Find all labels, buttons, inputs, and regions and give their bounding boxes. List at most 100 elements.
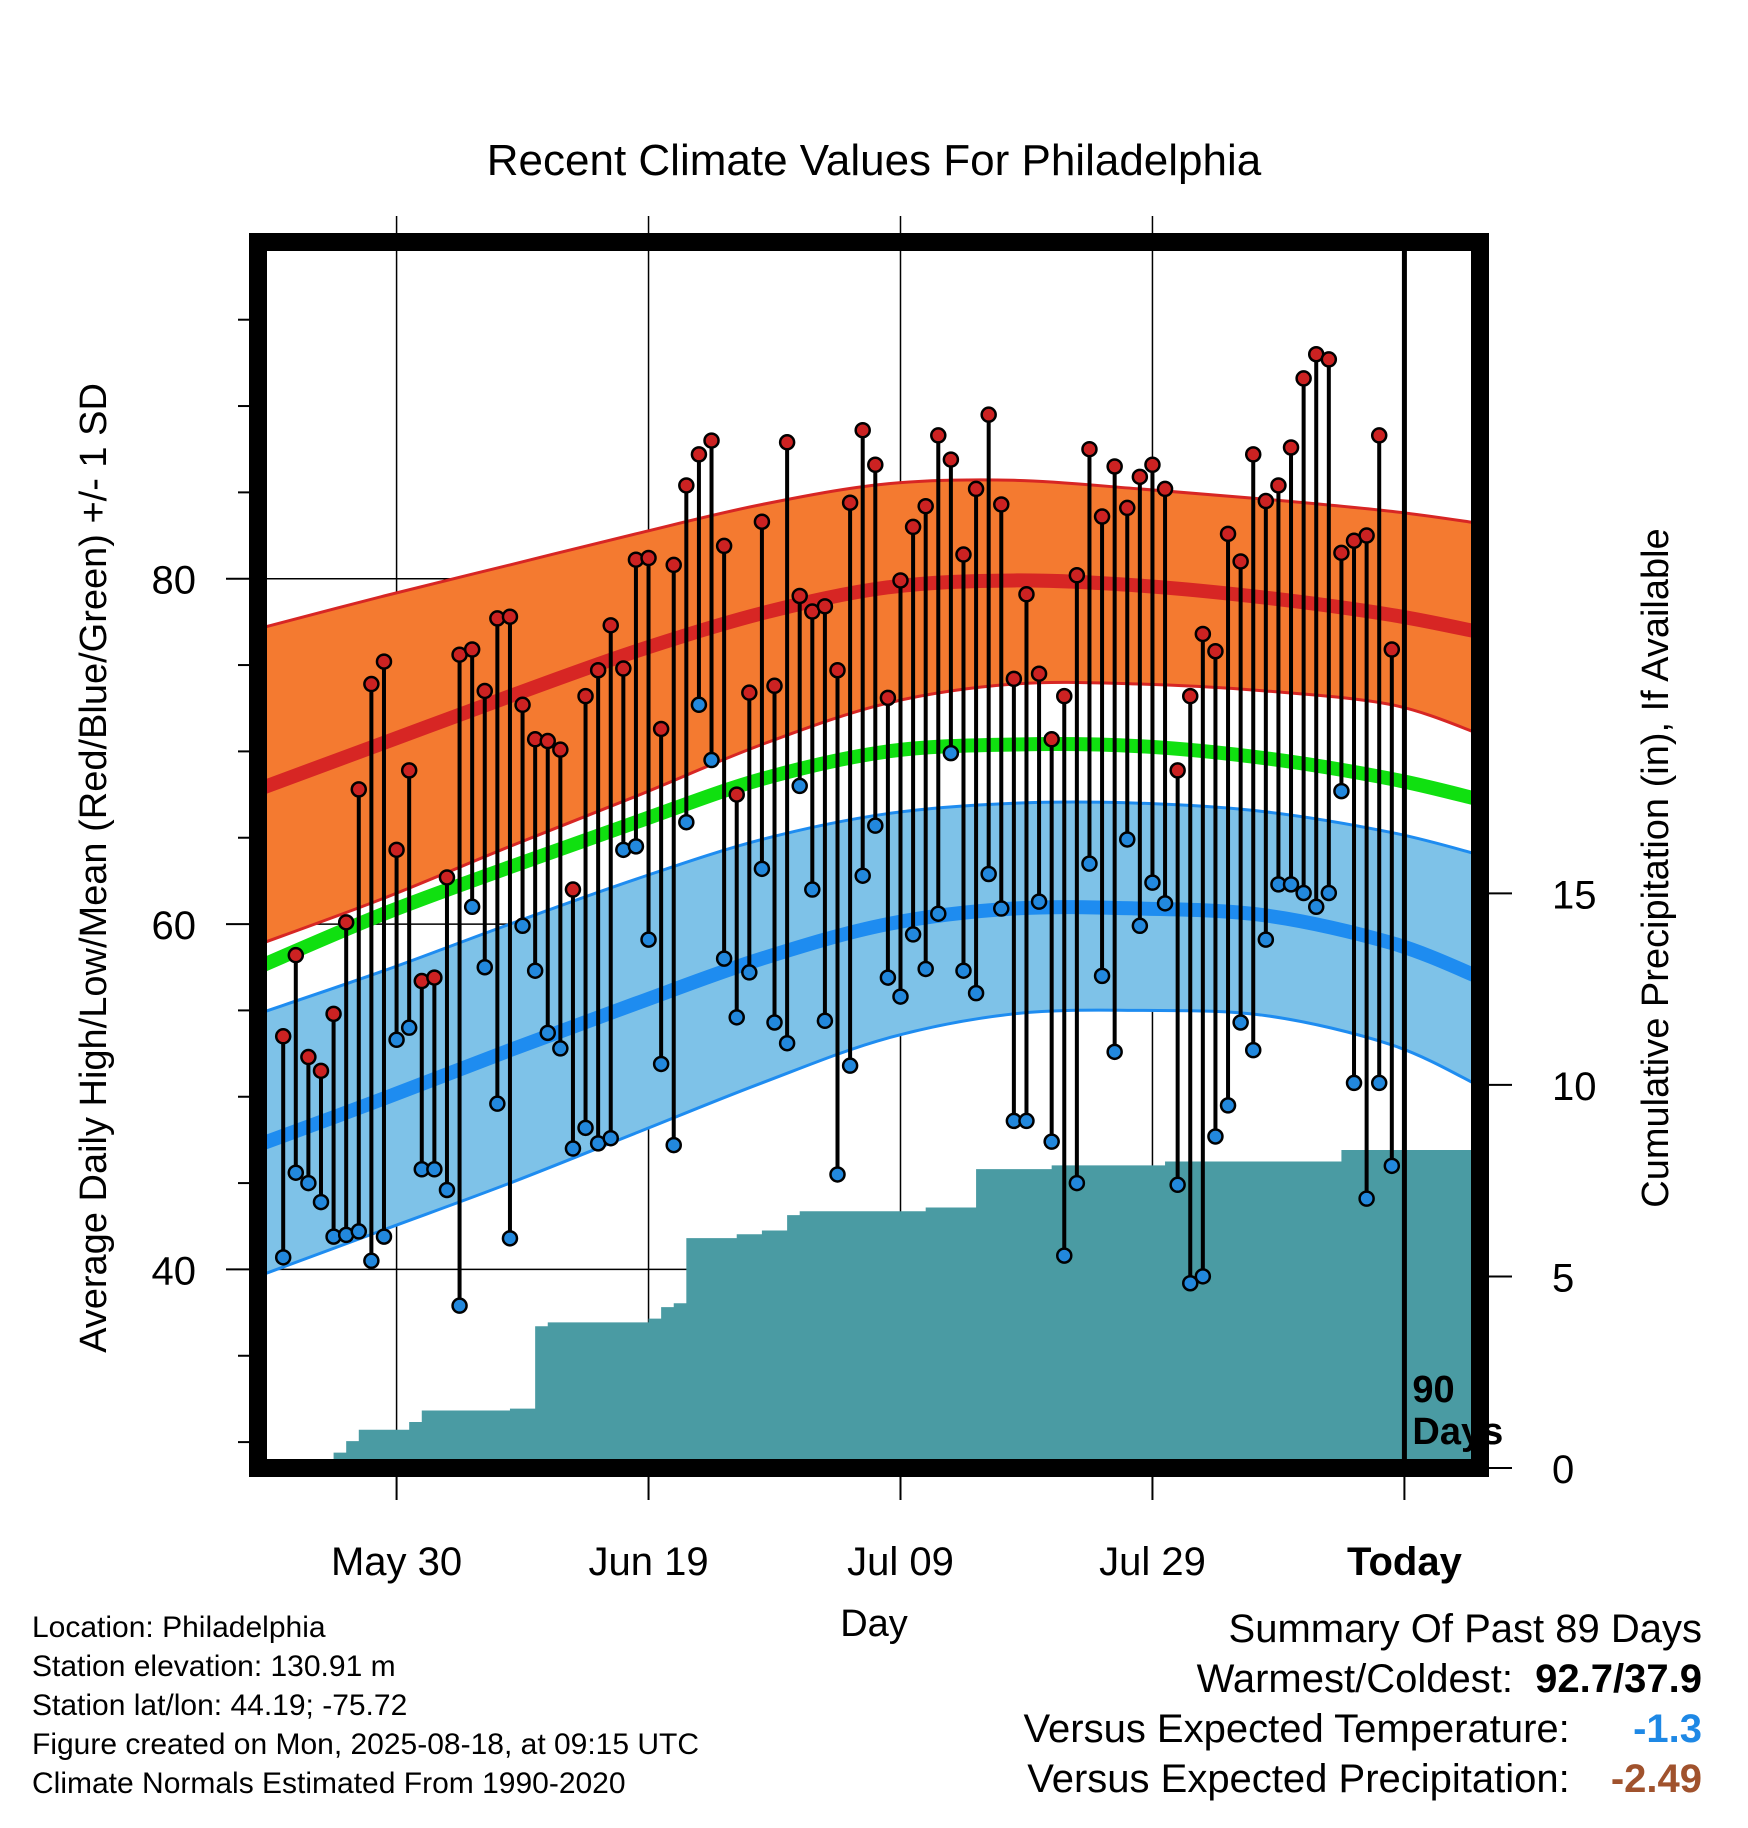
high-point: [476, 682, 494, 700]
high-point: [955, 546, 972, 563]
low-point: [1232, 1014, 1249, 1031]
low-point: [1093, 967, 1111, 985]
low-point: [274, 1249, 292, 1266]
low-sd-band-lower-edge: [257, 1008, 1481, 1278]
low-point: [993, 900, 1010, 917]
info-location: Location: Philadelphia: [32, 1611, 326, 1644]
high-point: [350, 781, 368, 798]
low-point: [904, 926, 922, 943]
high-point: [829, 661, 846, 679]
axis-ticks: May 30 Jun 19 Jul 09 Jul 29 Today 40 60 80 0 5 10 1…: [152, 318, 1597, 1584]
y2-tick-label: 0: [1552, 1448, 1574, 1492]
summary-temp: Versus Expected Temperature: -1.3: [1024, 1704, 1702, 1754]
low-point: [753, 860, 771, 878]
low-point: [312, 1193, 330, 1211]
low-point: [640, 931, 657, 948]
low-point: [652, 1055, 670, 1073]
low-point: [463, 898, 481, 916]
low-point: [1043, 1133, 1060, 1150]
high-point: [753, 513, 771, 530]
high-point: [1018, 586, 1035, 603]
low-point: [363, 1252, 380, 1270]
high-point: [917, 497, 934, 515]
high-point: [1370, 427, 1388, 444]
high-point: [1043, 731, 1060, 748]
low-point: [1106, 1043, 1123, 1061]
low-point: [942, 744, 960, 762]
high-point: [967, 480, 985, 498]
high-point: [615, 660, 632, 677]
low-point: [1282, 876, 1300, 893]
high-point: [1144, 456, 1161, 474]
low-point: [841, 1057, 859, 1074]
high-point: [602, 617, 619, 634]
low-sd-band: [258, 802, 1480, 1277]
high-point: [690, 446, 708, 463]
low-point: [602, 1129, 619, 1147]
high-point: [741, 684, 758, 701]
low-point: [816, 1012, 834, 1030]
low-point: [501, 1230, 519, 1247]
low-point: [778, 1034, 796, 1052]
high-point: [1056, 687, 1073, 705]
high-point: [312, 1062, 330, 1080]
low-point: [375, 1228, 393, 1245]
high-point: [1131, 468, 1149, 486]
low-point: [804, 881, 821, 898]
normal-bands: [255, 478, 1483, 1278]
x-axis-label: Day: [840, 1603, 908, 1645]
low-point: [980, 865, 997, 883]
low-point: [917, 960, 934, 978]
high-point: [375, 653, 393, 670]
high-point: [930, 427, 947, 444]
y-axis-label: Average Daily High/Low/Mean (Red/Blue/Gr…: [73, 383, 115, 1353]
high-point: [1383, 641, 1401, 658]
high-point: [514, 696, 531, 714]
high-point: [1282, 439, 1300, 456]
low-point: [438, 1181, 456, 1199]
low-point: [514, 917, 531, 935]
high-point: [1156, 480, 1174, 498]
summary-warm-cold: Warmest/Coldest: 92.7/37.9: [1024, 1654, 1702, 1704]
x-tick-label: May 30: [331, 1540, 462, 1584]
high-point: [778, 434, 796, 451]
low-point: [451, 1297, 468, 1314]
y-tick-label: 60: [152, 904, 197, 948]
high-sd-band-upper-edge: [257, 478, 1481, 631]
summary-precip: Versus Expected Precipitation: -2.49: [1024, 1754, 1702, 1804]
info-created: Figure created on Mon, 2025-08-18, at 09…: [32, 1728, 700, 1761]
low-point: [892, 988, 909, 1005]
y-tick-label: 40: [152, 1249, 197, 1293]
low-point: [1181, 1274, 1199, 1292]
low-point: [1207, 1128, 1224, 1145]
low-point: [791, 777, 808, 795]
high-point: [501, 608, 519, 625]
high-point: [665, 556, 682, 574]
high-point: [942, 451, 960, 468]
low-point: [854, 867, 871, 884]
y-tick-label: 80: [152, 559, 197, 603]
low-point: [1068, 1174, 1086, 1192]
low-point: [879, 969, 897, 986]
today-days-label: 90: [1412, 1369, 1454, 1411]
low-point: [1144, 874, 1161, 891]
high-point: [841, 494, 859, 511]
high-point: [1219, 525, 1237, 543]
high-point: [993, 496, 1010, 513]
low-point: [690, 696, 708, 714]
high-point: [980, 406, 997, 423]
high-point: [703, 432, 720, 449]
high-point: [904, 518, 922, 536]
low-point: [1056, 1247, 1073, 1264]
high-point: [463, 641, 481, 658]
today-days-label: Days: [1412, 1411, 1503, 1453]
low-point: [1345, 1074, 1363, 1092]
x-tick-label: Jul 09: [847, 1540, 954, 1584]
low-point: [426, 1161, 443, 1178]
low-point: [703, 751, 720, 769]
precip-value: -2.49: [1610, 1757, 1702, 1801]
high-point: [1194, 625, 1212, 643]
high-point: [678, 477, 695, 494]
high-point: [1119, 499, 1136, 517]
